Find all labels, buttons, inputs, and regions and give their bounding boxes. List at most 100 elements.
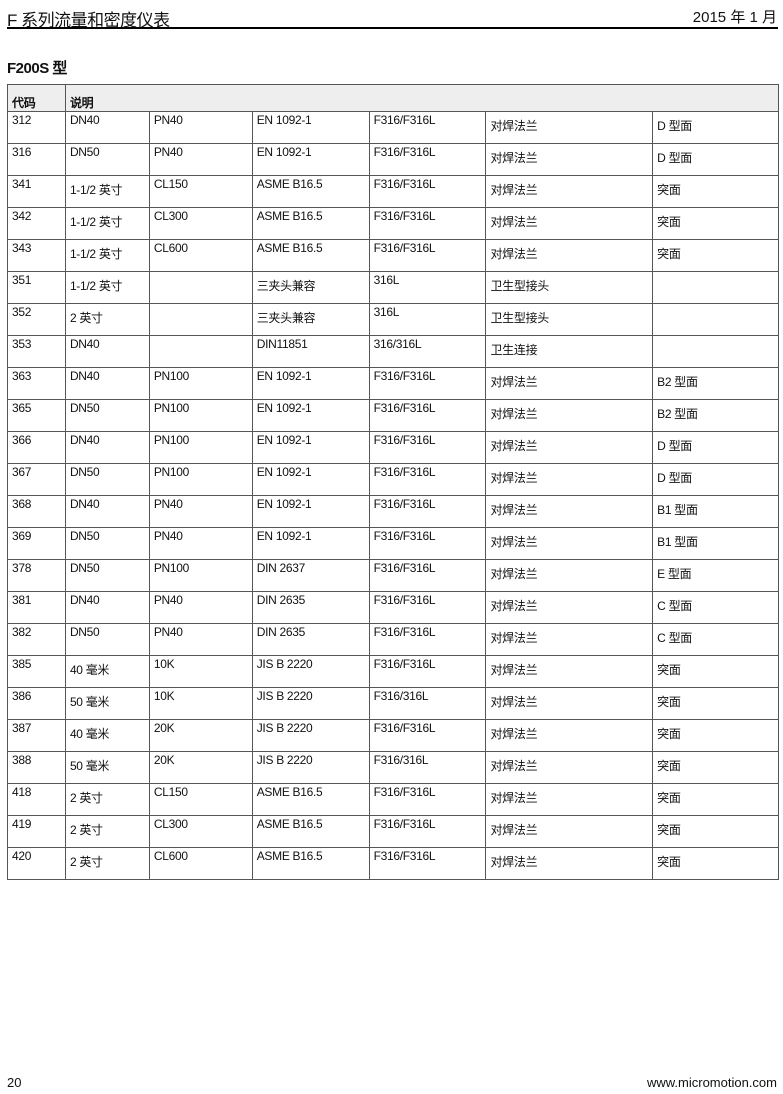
cell-pressure-rating: 20K [148,751,253,784]
cell-facing [652,335,779,368]
cell-pressure-rating: 10K [148,655,253,688]
header-code: 代码 [7,84,66,112]
table-row: 386 50 毫米 10K JIS B 2220 F316/316L 对焊法兰 突面 [7,687,779,720]
cell-material: F316/F316L [368,783,487,816]
table-row: 353 DN40 DIN11851 316/316L 卫生连接 [7,335,779,368]
cell-code: 342 [7,207,66,240]
table-row: 365 DN50 PN100 EN 1092-1 F316/F316L 对焊法兰 B2 型面 [7,399,779,432]
cell-pressure-rating: PN40 [148,143,253,176]
cell-standard: ASME B16.5 [251,175,370,208]
table-row: 387 40 毫米 20K JIS B 2220 F316/F316L 对焊法兰 突面 [7,719,779,752]
cell-code: 316 [7,143,66,176]
cell-standard: ASME B16.5 [251,847,370,880]
cell-code: 351 [7,271,66,304]
cell-facing: 突面 [652,239,779,272]
cell-pressure-rating: 10K [148,687,253,720]
cell-material: F316/F316L [368,431,487,464]
cell-material: F316/F316L [368,175,487,208]
cell-size: DN50 [64,399,150,432]
cell-standard: EN 1092-1 [251,463,370,496]
cell-code: 378 [7,559,66,592]
cell-facing: D 型面 [652,431,779,464]
cell-connection-type: 对焊法兰 [485,527,654,560]
table-row: 312 DN40 PN40 EN 1092-1 F316/F316L 对焊法兰 D 型面 [7,111,779,144]
cell-facing [652,303,779,336]
cell-size: DN40 [64,591,150,624]
cell-code: 420 [7,847,66,880]
cell-material: 316L [368,303,487,336]
cell-connection-type: 对焊法兰 [485,463,654,496]
cell-facing: D 型面 [652,143,779,176]
cell-code: 312 [7,111,66,144]
cell-facing: C 型面 [652,623,779,656]
cell-code: 381 [7,591,66,624]
cell-connection-type: 对焊法兰 [485,559,654,592]
cell-size: DN40 [64,111,150,144]
cell-facing [652,271,779,304]
cell-facing: D 型面 [652,463,779,496]
cell-pressure-rating: PN40 [148,623,253,656]
cell-facing: B2 型面 [652,367,779,400]
cell-facing: B1 型面 [652,527,779,560]
cell-connection-type: 对焊法兰 [485,623,654,656]
cell-size: 50 毫米 [64,687,150,720]
cell-size: 1-1/2 英寸 [64,239,150,272]
cell-connection-type: 对焊法兰 [485,175,654,208]
cell-facing: B2 型面 [652,399,779,432]
cell-connection-type: 对焊法兰 [485,367,654,400]
cell-standard: EN 1092-1 [251,431,370,464]
cell-material: F316/F316L [368,399,487,432]
cell-connection-type: 卫生型接头 [485,303,654,336]
cell-material: F316/F316L [368,239,487,272]
cell-material: F316/316L [368,751,487,784]
table-row: 342 1-1/2 英寸 CL300 ASME B16.5 F316/F316L 对焊法兰… [7,207,779,240]
table-row: 419 2 英寸 CL300 ASME B16.5 F316/F316L 对焊法兰 突面 [7,815,779,848]
table-row: 363 DN40 PN100 EN 1092-1 F316/F316L 对焊法兰 B2 型面 [7,367,779,400]
cell-material: F316/F316L [368,367,487,400]
table-row: 367 DN50 PN100 EN 1092-1 F316/F316L 对焊法兰 D 型面 [7,463,779,496]
cell-size: DN50 [64,143,150,176]
table-row: 385 40 毫米 10K JIS B 2220 F316/F316L 对焊法兰 突面 [7,655,779,688]
cell-material: F316/F316L [368,815,487,848]
table-row: 420 2 英寸 CL600 ASME B16.5 F316/F316L 对焊法兰 突面 [7,847,779,880]
cell-connection-type: 对焊法兰 [485,431,654,464]
cell-standard: ASME B16.5 [251,783,370,816]
cell-code: 369 [7,527,66,560]
cell-facing: C 型面 [652,591,779,624]
cell-size: DN40 [64,367,150,400]
cell-facing: 突面 [652,847,779,880]
cell-size: 1-1/2 英寸 [64,175,150,208]
cell-code: 418 [7,783,66,816]
cell-connection-type: 对焊法兰 [485,847,654,880]
section-title: F200S 型 [7,60,67,77]
cell-facing: 突面 [652,175,779,208]
cell-facing: E 型面 [652,559,779,592]
table-row: 381 DN40 PN40 DIN 2635 F316/F316L 对焊法兰 C 型面 [7,591,779,624]
cell-standard: JIS B 2220 [251,751,370,784]
table-row: 418 2 英寸 CL150 ASME B16.5 F316/F316L 对焊法兰 突面 [7,783,779,816]
cell-pressure-rating: PN100 [148,399,253,432]
cell-size: 40 毫米 [64,655,150,688]
cell-standard: DIN 2637 [251,559,370,592]
table-row: 343 1-1/2 英寸 CL600 ASME B16.5 F316/F316L 对焊法兰… [7,239,779,272]
cell-code: 382 [7,623,66,656]
website-link[interactable]: www.micromotion.com [646,1075,777,1090]
cell-standard: EN 1092-1 [251,143,370,176]
cell-size: 2 英寸 [64,783,150,816]
cell-code: 388 [7,751,66,784]
cell-material: F316/F316L [368,143,487,176]
cell-connection-type: 对焊法兰 [485,239,654,272]
cell-size: DN40 [64,335,150,368]
cell-size: 40 毫米 [64,719,150,752]
cell-material: F316/F316L [368,559,487,592]
header-description: 说明 [64,84,780,112]
cell-standard: EN 1092-1 [251,399,370,432]
cell-material: F316/F316L [368,463,487,496]
cell-pressure-rating: CL150 [148,783,253,816]
cell-connection-type: 对焊法兰 [485,687,654,720]
cell-standard: EN 1092-1 [251,111,370,144]
cell-facing: B1 型面 [652,495,779,528]
cell-pressure-rating: CL300 [148,815,253,848]
cell-pressure-rating: PN40 [148,591,253,624]
table-row: 368 DN40 PN40 EN 1092-1 F316/F316L 对焊法兰 B1 型面 [7,495,779,528]
